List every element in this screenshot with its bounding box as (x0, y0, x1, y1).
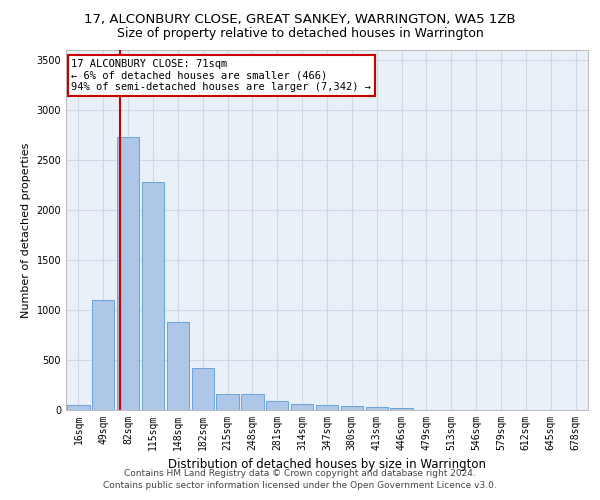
Bar (365, 407, 388, 410)
Bar (316, 405, 338, 410)
Bar (92, 300, 115, 410)
Text: Contains HM Land Registry data © Crown copyright and database right 2024.: Contains HM Land Registry data © Crown c… (124, 468, 476, 477)
Bar (142, 182, 164, 410)
Text: 17 ALCONBURY CLOSE: 71sqm
← 6% of detached houses are smaller (466)
94% of semi-: 17 ALCONBURY CLOSE: 71sqm ← 6% of detach… (71, 59, 371, 92)
Text: Contains public sector information licensed under the Open Government Licence v3: Contains public sector information licen… (103, 481, 497, 490)
Bar (217, 394, 239, 410)
Bar (191, 368, 214, 410)
Bar (67, 404, 89, 410)
Text: Size of property relative to detached houses in Warrington: Size of property relative to detached ho… (116, 28, 484, 40)
Bar (241, 394, 263, 410)
Bar (117, 137, 139, 410)
Bar (291, 404, 313, 410)
Bar (391, 408, 413, 410)
Bar (341, 406, 363, 410)
Bar (167, 322, 189, 410)
Bar (266, 401, 289, 410)
X-axis label: Distribution of detached houses by size in Warrington: Distribution of detached houses by size … (168, 458, 486, 471)
Y-axis label: Number of detached properties: Number of detached properties (21, 142, 31, 318)
Text: 17, ALCONBURY CLOSE, GREAT SANKEY, WARRINGTON, WA5 1ZB: 17, ALCONBURY CLOSE, GREAT SANKEY, WARRI… (84, 12, 516, 26)
